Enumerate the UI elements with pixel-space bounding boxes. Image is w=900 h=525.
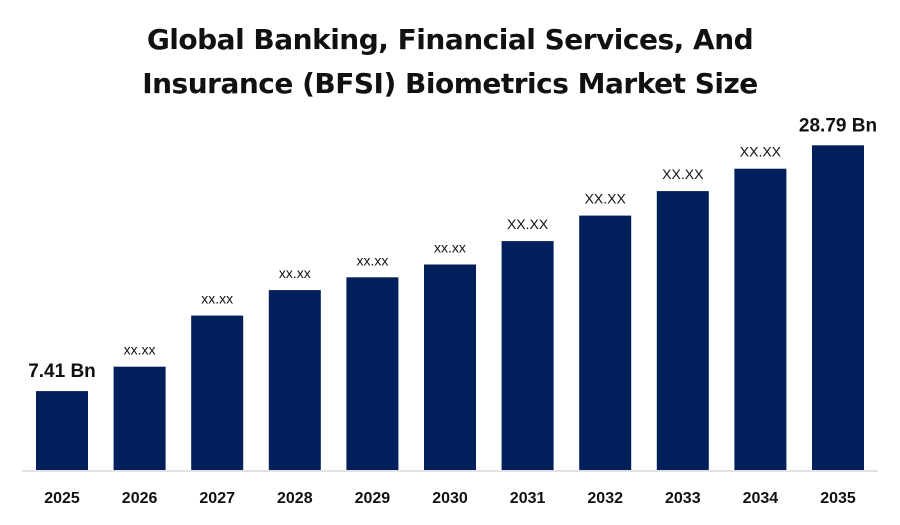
bar-2029 bbox=[346, 277, 399, 470]
data-label-2032: XX.XX bbox=[585, 191, 627, 207]
data-label-2031: XX.XX bbox=[507, 216, 549, 232]
chart-title-line-1: Global Banking, Financial Services, And bbox=[146, 23, 754, 56]
data-label-2029: xx.xx bbox=[356, 252, 388, 268]
bar-2035 bbox=[812, 145, 864, 471]
data-label-2033: XX.XX bbox=[662, 166, 704, 182]
x-tick-labels-layer: 2025 2026 2027 2028 2029 2030 2031 2032 2033 2034… bbox=[44, 490, 856, 507]
x-tick-2030: 2030 bbox=[432, 490, 468, 507]
bar-2033 bbox=[656, 191, 709, 470]
data-label-2027: xx.xx bbox=[201, 291, 233, 307]
data-label-2025: 7.41 Bn bbox=[28, 361, 96, 382]
x-tick-2032: 2032 bbox=[587, 490, 623, 507]
data-label-2026: xx.xx bbox=[124, 342, 156, 358]
x-tick-2025: 2025 bbox=[44, 490, 80, 507]
bar-2030 bbox=[424, 264, 476, 470]
x-tick-2035: 2035 bbox=[820, 490, 856, 507]
data-label-2028: xx.xx bbox=[279, 265, 311, 281]
chart-title-line-2: Insurance (BFSI) Biometrics Market Size bbox=[142, 67, 758, 100]
bar-2034 bbox=[734, 168, 787, 470]
bar-2031 bbox=[501, 241, 554, 470]
x-tick-2029: 2029 bbox=[355, 490, 391, 507]
x-tick-2031: 2031 bbox=[510, 490, 546, 507]
x-tick-2028: 2028 bbox=[277, 490, 313, 507]
bar-2025 bbox=[36, 391, 88, 470]
bar-2027 bbox=[191, 315, 244, 470]
bar-2032 bbox=[579, 215, 632, 470]
x-tick-2027: 2027 bbox=[199, 490, 235, 507]
bar-2026 bbox=[113, 366, 166, 470]
chart-title: Global Banking, Financial Services, And … bbox=[0, 18, 900, 106]
x-tick-2033: 2033 bbox=[665, 490, 701, 507]
bar-2028 bbox=[268, 290, 321, 470]
x-tick-2034: 2034 bbox=[743, 490, 779, 507]
data-label-2035: 28.79 Bn bbox=[799, 115, 877, 136]
data-labels-layer: 7.41 Bn xx.xx xx.xx xx.xx xx.xx xx.xx XX.XX XX.… bbox=[28, 115, 877, 382]
data-label-2030: xx.xx bbox=[434, 240, 466, 256]
x-tick-2026: 2026 bbox=[122, 490, 158, 507]
data-label-2034: XX.XX bbox=[740, 144, 782, 160]
bars-layer bbox=[36, 145, 864, 471]
